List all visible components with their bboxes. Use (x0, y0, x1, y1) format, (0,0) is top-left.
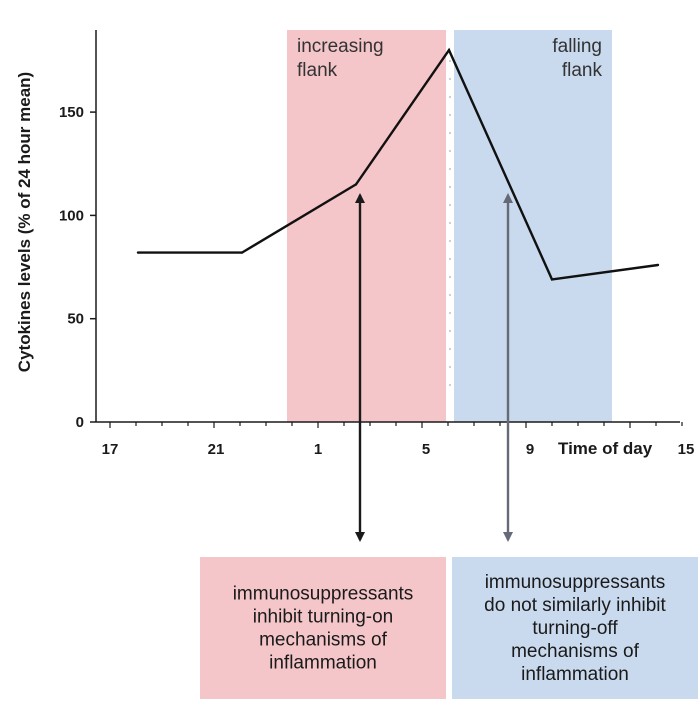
annotation-1-line: do not similarly inhibit (484, 595, 666, 616)
annotation-box-0 (200, 557, 446, 699)
series-point-0 (136, 251, 140, 254)
series-point-3 (447, 48, 451, 52)
band-1-label: flank (562, 60, 603, 81)
series-point-5 (656, 263, 660, 267)
series-point-1 (240, 251, 244, 254)
series-point-4 (550, 278, 554, 281)
annotation-1-line: immunosuppressants (485, 572, 666, 593)
x-axis-title: Time of day (558, 439, 653, 458)
y-tick-label: 100 (59, 207, 84, 224)
annotation-1-line: mechanisms of (511, 641, 639, 662)
flank-bands: increasing flank falling flank (287, 30, 612, 422)
annotation-0-line: inhibit turning-on (253, 607, 393, 628)
x-tick-label: 17 (102, 441, 119, 458)
annotation-0-line: mechanisms of (259, 630, 387, 651)
x-tick-label: 9 (526, 441, 534, 458)
series (136, 47, 660, 281)
band-1-label: falling (552, 36, 602, 57)
band-0-label: increasing (297, 36, 384, 57)
x-tick-label: 5 (422, 441, 430, 458)
annotation-box-1 (452, 557, 698, 699)
annotation-0-line: immunosuppressants (233, 584, 414, 605)
y-axis-title: Cytokines levels (% of 24 hour mean) (15, 72, 34, 372)
x-tick-label: 15 (678, 441, 695, 458)
annotation-1-line: turning-off (532, 618, 618, 639)
band-1 (454, 30, 612, 422)
series-point-2 (354, 183, 358, 186)
y-tick-label: 50 (67, 311, 84, 328)
x-tick-label: 1 (314, 441, 322, 458)
x-tick-label: 21 (208, 441, 225, 458)
series-line-0 (138, 47, 659, 281)
band-0-label: flank (297, 60, 338, 81)
y-tick-label: 150 (59, 104, 84, 121)
band-0 (287, 30, 446, 422)
y-tick-label: 0 (76, 414, 84, 431)
annotation-0-line: inflammation (269, 653, 377, 674)
annotation-1-line: inflammation (521, 664, 629, 685)
